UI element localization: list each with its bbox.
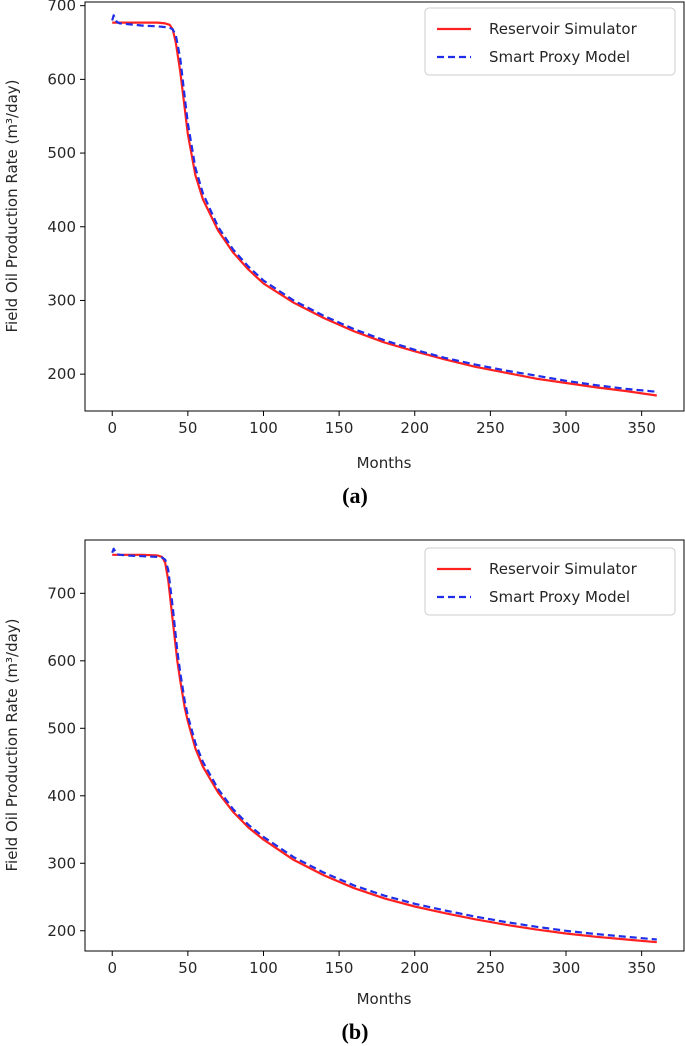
y-tick-label: 200 [47, 922, 76, 940]
y-tick-label: 200 [47, 365, 76, 383]
chart-panel-a: 0 50 100 150 200 250 300 350 200 300 400 500 600 700… [3, 0, 685, 508]
series-line-smart-proxy-model [111, 547, 657, 941]
x-tick-label: 250 [476, 419, 505, 437]
x-axis-label: Months [357, 454, 412, 472]
x-axis-label: Months [357, 990, 412, 1008]
x-tick-label: 200 [400, 959, 429, 977]
series-layer [111, 547, 657, 944]
y-tick-label: 500 [47, 719, 76, 737]
x-tick-label: 150 [325, 419, 354, 437]
y-ticks: 200 300 400 500 600 700 [47, 0, 85, 383]
y-tick-label: 600 [47, 652, 76, 670]
y-axis-label: Field Oil Production Rate (m³/day) [3, 618, 21, 871]
panel-label-a: (a) [342, 483, 368, 508]
x-tick-label: 50 [178, 959, 197, 977]
x-tick-label: 250 [476, 959, 505, 977]
y-tick-label: 400 [47, 218, 76, 236]
x-tick-label: 300 [552, 419, 581, 437]
x-tick-label: 0 [107, 959, 117, 977]
series-line-reservoir-simulator [112, 553, 657, 944]
x-tick-label: 50 [178, 419, 197, 437]
legend: Reservoir Simulator Smart Proxy Model [424, 547, 676, 616]
y-tick-label: 700 [47, 0, 76, 15]
y-tick-label: 400 [47, 787, 76, 805]
series-layer [111, 14, 657, 397]
legend-box [424, 547, 676, 616]
y-ticks: 200 300 400 500 600 700 [47, 584, 85, 940]
plot-area-frame [84, 539, 685, 952]
x-ticks: 0 50 100 150 200 250 300 350 [107, 951, 656, 977]
x-tick-label: 200 [400, 419, 429, 437]
y-tick-label: 700 [47, 584, 76, 602]
y-tick-label: 600 [47, 70, 76, 88]
legend-label-proxy: Smart Proxy Model [489, 48, 630, 66]
legend-label-proxy: Smart Proxy Model [489, 588, 630, 606]
plot-area-frame [84, 1, 685, 412]
y-tick-label: 300 [47, 854, 76, 872]
chart-panel-b: 0 50 100 150 200 250 300 350 200 300 400 500 600 700… [3, 539, 685, 1044]
y-tick-label: 500 [47, 144, 76, 162]
y-axis-label: Field Oil Production Rate (m³/day) [3, 79, 21, 332]
panel-label-b: (b) [342, 1019, 369, 1044]
series-line-smart-proxy-model [111, 14, 657, 393]
x-tick-label: 100 [249, 419, 278, 437]
x-tick-label: 0 [107, 419, 117, 437]
x-tick-label: 350 [627, 959, 656, 977]
x-tick-label: 100 [249, 959, 278, 977]
legend-box [424, 7, 676, 76]
legend-label-simulator: Reservoir Simulator [489, 20, 638, 38]
x-tick-label: 150 [325, 959, 354, 977]
legend-label-simulator: Reservoir Simulator [489, 560, 638, 578]
series-line-reservoir-simulator [112, 21, 657, 397]
legend: Reservoir Simulator Smart Proxy Model [424, 7, 676, 76]
x-ticks: 0 50 100 150 200 250 300 350 [107, 411, 656, 437]
x-tick-label: 350 [627, 419, 656, 437]
y-tick-label: 300 [47, 291, 76, 309]
x-tick-label: 300 [552, 959, 581, 977]
